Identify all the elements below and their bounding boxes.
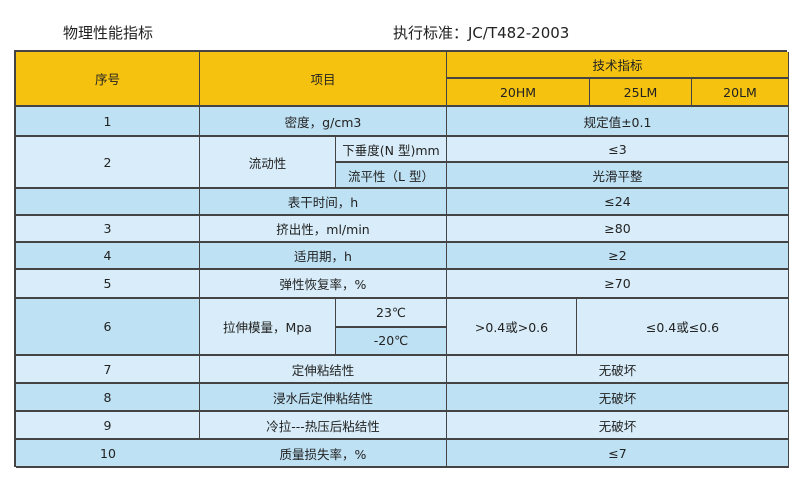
row-item: 流动性 [200,137,336,189]
header-spec: 技术指标 [447,52,789,79]
row-value: ≤24 [447,189,789,216]
row-item: 冷拉---热压后粘结性 [200,412,447,440]
row-item: 弹性恢复率，% [200,270,447,299]
row-item: 质量损失率，% [200,440,447,468]
row-seq: 1 [16,107,200,137]
row-value: 光滑平整 [447,163,789,189]
header-type: 20HM [447,79,590,107]
row-value: 无破坏 [447,412,789,440]
row-value: ≤7 [447,440,789,468]
row-item: 浸水后定伸粘结性 [200,384,447,412]
row-subitem: 23℃ [336,299,447,328]
header-seq: 序号 [16,52,200,107]
row-value: 规定值±0.1 [447,107,789,137]
row-value: 无破坏 [447,384,789,412]
row-item: 挤出性，ml/min [200,216,447,243]
row-seq: 9 [16,412,200,440]
row-value: ≥80 [447,216,789,243]
row-value: ≥70 [447,270,789,299]
row-seq: 7 [16,356,200,384]
row-value: >0.4或>0.6 [447,299,577,356]
row-subitem: -20℃ [336,327,447,356]
row-value: ≤3 [447,137,789,163]
header-type: 25LM [590,79,692,107]
row-seq: 10 [16,440,200,468]
row-seq: 3 [16,216,200,243]
table-title: 物理性能指标 [63,24,154,42]
row-seq: 4 [16,243,200,270]
row-subitem: 流平性（L 型） [336,163,447,189]
row-seq [16,189,200,216]
row-item: 适用期，h [200,243,447,270]
row-seq: 8 [16,384,200,412]
row-subitem: 下垂度(N 型)mm [336,137,447,163]
row-seq: 2 [16,137,200,189]
header-item: 项目 [200,52,447,107]
row-item: 定伸粘结性 [200,356,447,384]
header-type: 20LM [692,79,789,107]
row-item: 密度，g/cm3 [200,107,447,137]
row-item: 拉伸模量，Mpa [200,299,336,356]
row-seq: 6 [16,299,200,356]
row-item: 表干时间，h [200,189,447,216]
standard-label: 执行标准：JC/T482-2003 [393,24,570,42]
row-seq: 5 [16,270,200,299]
row-value: ≤0.4或≤0.6 [577,299,789,356]
row-value: ≥2 [447,243,789,270]
properties-table: 序号 项目 技术指标 20HM 25LM 20LM 1 密度，g/cm3 规定值±0.1 2 流动性… [14,50,789,468]
row-value: 无破坏 [447,356,789,384]
